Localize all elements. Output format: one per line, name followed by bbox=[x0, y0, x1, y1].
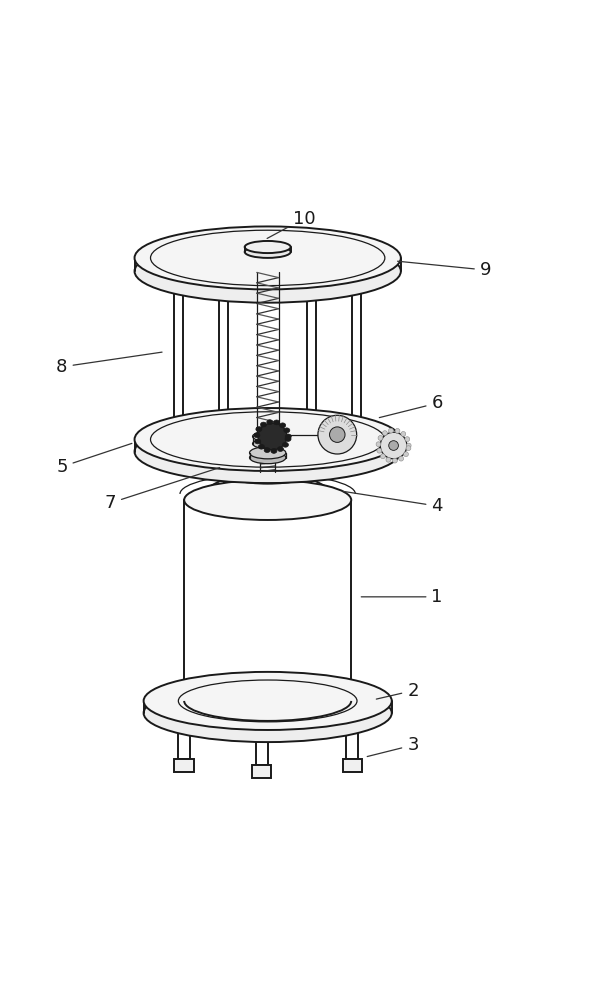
Text: 1: 1 bbox=[361, 588, 443, 606]
Ellipse shape bbox=[389, 441, 398, 450]
Ellipse shape bbox=[285, 437, 291, 441]
Ellipse shape bbox=[264, 448, 270, 453]
Polygon shape bbox=[343, 759, 362, 772]
Ellipse shape bbox=[258, 444, 264, 449]
Ellipse shape bbox=[267, 420, 273, 425]
Text: 4: 4 bbox=[343, 491, 443, 515]
Ellipse shape bbox=[274, 420, 280, 425]
Ellipse shape bbox=[143, 672, 392, 730]
Ellipse shape bbox=[376, 442, 381, 447]
Ellipse shape bbox=[224, 462, 311, 484]
Ellipse shape bbox=[406, 446, 411, 451]
Ellipse shape bbox=[330, 427, 345, 442]
Ellipse shape bbox=[282, 442, 288, 447]
Ellipse shape bbox=[224, 471, 311, 493]
Ellipse shape bbox=[244, 241, 291, 253]
Ellipse shape bbox=[404, 452, 409, 457]
Text: 7: 7 bbox=[105, 468, 219, 512]
Ellipse shape bbox=[184, 480, 351, 520]
Ellipse shape bbox=[254, 433, 260, 438]
Text: 8: 8 bbox=[56, 352, 162, 376]
Ellipse shape bbox=[143, 684, 392, 742]
Ellipse shape bbox=[318, 415, 357, 454]
Ellipse shape bbox=[252, 432, 283, 441]
Text: 6: 6 bbox=[379, 394, 443, 418]
Ellipse shape bbox=[134, 226, 401, 289]
Text: 10: 10 bbox=[267, 210, 316, 238]
Ellipse shape bbox=[401, 432, 406, 436]
Ellipse shape bbox=[244, 246, 291, 258]
Ellipse shape bbox=[249, 447, 286, 459]
Polygon shape bbox=[174, 759, 194, 772]
Ellipse shape bbox=[280, 423, 286, 428]
Ellipse shape bbox=[381, 454, 385, 459]
Ellipse shape bbox=[249, 452, 286, 464]
Ellipse shape bbox=[386, 457, 391, 462]
Ellipse shape bbox=[134, 420, 401, 483]
Ellipse shape bbox=[382, 431, 387, 436]
Polygon shape bbox=[252, 765, 271, 778]
Ellipse shape bbox=[395, 428, 400, 433]
Ellipse shape bbox=[405, 437, 410, 442]
Ellipse shape bbox=[258, 423, 287, 450]
Ellipse shape bbox=[406, 443, 411, 448]
Text: 2: 2 bbox=[376, 682, 419, 700]
Ellipse shape bbox=[134, 240, 401, 303]
Ellipse shape bbox=[389, 428, 393, 433]
Ellipse shape bbox=[377, 448, 382, 453]
Ellipse shape bbox=[284, 428, 290, 433]
Text: 9: 9 bbox=[398, 261, 491, 279]
Ellipse shape bbox=[271, 449, 277, 453]
Ellipse shape bbox=[256, 427, 262, 432]
Ellipse shape bbox=[277, 447, 283, 451]
Text: 5: 5 bbox=[56, 443, 132, 476]
Ellipse shape bbox=[134, 408, 401, 471]
Ellipse shape bbox=[380, 432, 407, 459]
Ellipse shape bbox=[285, 434, 291, 439]
Ellipse shape bbox=[378, 436, 383, 440]
Ellipse shape bbox=[260, 422, 266, 427]
Text: 3: 3 bbox=[367, 736, 419, 757]
Ellipse shape bbox=[255, 439, 261, 444]
Ellipse shape bbox=[399, 456, 404, 461]
Ellipse shape bbox=[252, 439, 283, 449]
Ellipse shape bbox=[393, 458, 397, 463]
